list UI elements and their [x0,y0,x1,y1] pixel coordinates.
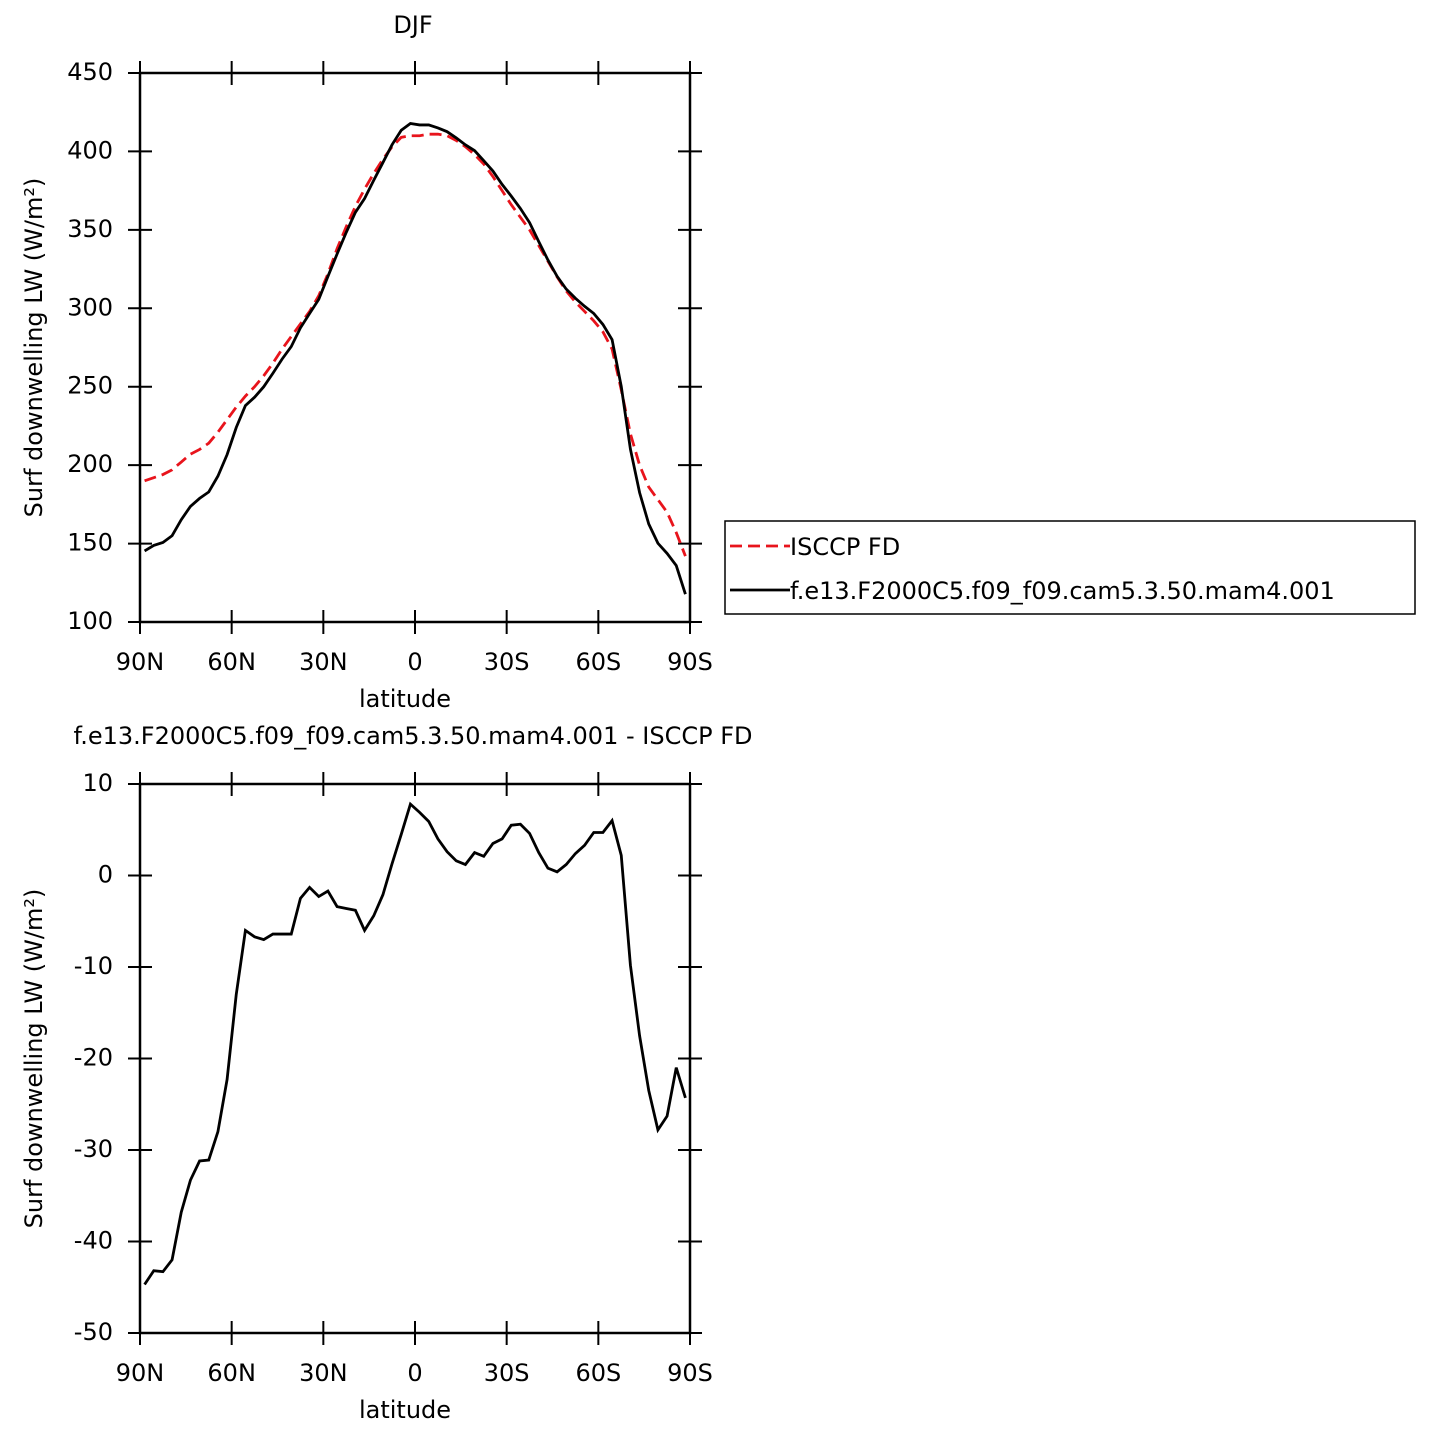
y-tick-label: -40 [74,1227,113,1255]
plot-frame [138,782,692,1335]
legend-box [724,520,1416,615]
x-tick-label: 30N [299,648,348,676]
y-tick-label: 10 [82,769,113,797]
y-tick-label: 0 [98,861,113,889]
x-tick-label: 0 [407,648,422,676]
data-line [143,122,687,595]
x-tick-label: 30S [484,1359,530,1387]
y-tick-label: 100 [67,607,113,635]
y-tick-label: -20 [74,1044,113,1072]
y-tick-label: 350 [67,215,113,243]
x-axis-label: latitude [359,1396,451,1424]
x-tick-label: 90S [667,648,713,676]
y-tick-label: 450 [67,58,113,86]
x-tick-label: 90S [667,1359,713,1387]
data-line [144,132,687,557]
legend-label: f.e13.F2000C5.f09_f09.cam5.3.50.mam4.001 [790,577,1335,605]
legend-label: ISCCP FD [790,533,900,561]
y-axis-label: Surf downwelling LW (W/m²) [20,178,48,518]
chart-title: DJF [393,11,432,39]
plot-frame [138,71,692,624]
x-tick-label: 60S [575,648,621,676]
x-tick-label: 0 [407,1359,422,1387]
y-tick-label: 150 [67,529,113,557]
chart-title: f.e13.F2000C5.f09_f09.cam5.3.50.mam4.001… [74,722,753,750]
x-tick-label: 30S [484,648,530,676]
x-tick-label: 90N [116,1359,165,1387]
y-tick-label: -10 [74,952,113,980]
x-tick-label: 30N [299,1359,348,1387]
y-tick-label: 250 [67,372,113,400]
x-axis-label: latitude [359,685,451,713]
data-line [143,801,687,1286]
x-tick-label: 60S [575,1359,621,1387]
y-tick-label: -50 [74,1318,113,1346]
y-axis-label: Surf downwelling LW (W/m²) [20,889,48,1229]
x-tick-label: 60N [207,648,256,676]
y-tick-label: 300 [67,293,113,321]
x-tick-label: 90N [116,648,165,676]
y-tick-label: 200 [67,450,113,478]
y-tick-label: -30 [74,1135,113,1163]
x-tick-label: 60N [207,1359,256,1387]
y-tick-label: 400 [67,136,113,164]
